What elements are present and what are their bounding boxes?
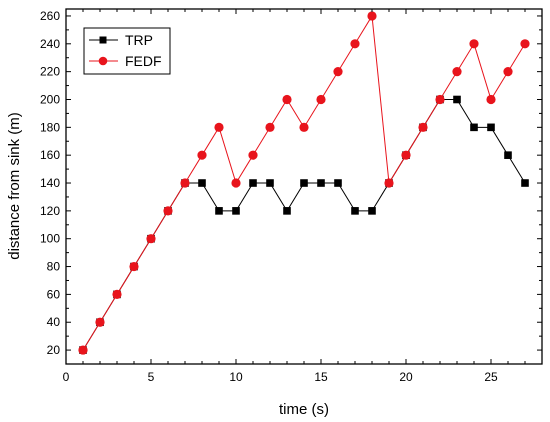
data-point-fedf — [163, 206, 173, 216]
data-point-fedf — [418, 122, 428, 132]
data-point-trp — [300, 179, 308, 187]
data-point-fedf — [503, 67, 513, 77]
data-point-trp — [470, 123, 478, 132]
axes-layer: 0 5 10 15 20 25 20 40 60 80 100 120 140 160 180 200 220 2… — [40, 9, 543, 384]
data-point-trp — [453, 95, 461, 104]
data-point-fedf — [452, 67, 462, 77]
legend: TRP FEDF — [83, 27, 171, 75]
y-tick-label: 240 — [40, 37, 60, 51]
x-tick-label: 10 — [229, 370, 243, 384]
y-tick-label: 180 — [40, 120, 60, 134]
data-point-trp — [283, 207, 291, 215]
data-point-trp — [249, 179, 257, 187]
data-point-fedf — [146, 234, 156, 244]
y-tick-label: 140 — [40, 176, 60, 190]
y-tick-label: 260 — [40, 9, 60, 23]
data-point-fedf — [486, 94, 496, 105]
x-tick-label: 15 — [314, 370, 328, 384]
legend-label-fedf: FEDF — [125, 53, 162, 69]
x-axis-title: time (s) — [279, 401, 329, 418]
data-point-fedf — [469, 39, 479, 49]
data-point-trp — [198, 179, 206, 187]
y-tick-label: 220 — [40, 65, 60, 79]
data-point-fedf — [180, 178, 190, 188]
data-point-trp — [487, 123, 495, 132]
data-point-fedf — [299, 122, 309, 132]
x-tick-label: 5 — [148, 370, 155, 384]
data-point-trp — [521, 179, 529, 187]
x-tick-label: 0 — [63, 370, 70, 384]
legend-box — [83, 27, 171, 75]
series-layer — [78, 11, 530, 355]
data-point-fedf — [248, 150, 258, 160]
series-line-trp — [82, 98, 526, 351]
data-point-fedf — [129, 261, 139, 272]
data-point-fedf — [282, 94, 292, 105]
y-tick-label: 200 — [40, 92, 60, 106]
data-point-fedf — [350, 39, 360, 49]
data-point-fedf — [78, 345, 88, 355]
x-tick-label: 25 — [484, 370, 498, 384]
data-point-fedf — [333, 67, 343, 77]
y-tick-label: 100 — [40, 232, 60, 246]
data-point-fedf — [384, 178, 394, 188]
y-tick-label: 160 — [40, 148, 60, 162]
data-point-fedf — [112, 289, 122, 299]
data-point-trp — [317, 179, 325, 187]
data-point-trp — [215, 207, 223, 215]
y-tick-label: 80 — [47, 260, 61, 274]
data-point-fedf — [214, 122, 224, 132]
data-point-trp — [266, 179, 274, 187]
legend-label-trp: TRP — [125, 32, 153, 48]
data-point-fedf — [231, 178, 241, 188]
y-tick-label: 60 — [47, 287, 61, 301]
data-point-fedf — [197, 150, 207, 160]
data-point-trp — [334, 179, 342, 187]
y-axis-title: distance from sink (m) — [6, 112, 23, 260]
data-point-fedf — [401, 150, 411, 160]
data-point-trp — [232, 207, 240, 215]
y-tick-label: 20 — [47, 343, 61, 357]
y-tick-label: 40 — [47, 315, 61, 329]
legend-marker-trp — [99, 36, 107, 44]
data-point-fedf — [316, 94, 326, 105]
y-tick-label: 120 — [40, 204, 60, 218]
data-point-fedf — [95, 317, 105, 327]
legend-marker-fedf — [98, 56, 108, 66]
data-point-trp — [504, 151, 512, 159]
data-point-fedf — [367, 11, 377, 21]
data-point-fedf — [435, 94, 445, 105]
data-point-trp — [351, 207, 359, 215]
data-point-fedf — [520, 39, 530, 49]
data-point-fedf — [265, 122, 275, 132]
data-point-trp — [368, 207, 376, 215]
x-tick-label: 20 — [399, 370, 413, 384]
